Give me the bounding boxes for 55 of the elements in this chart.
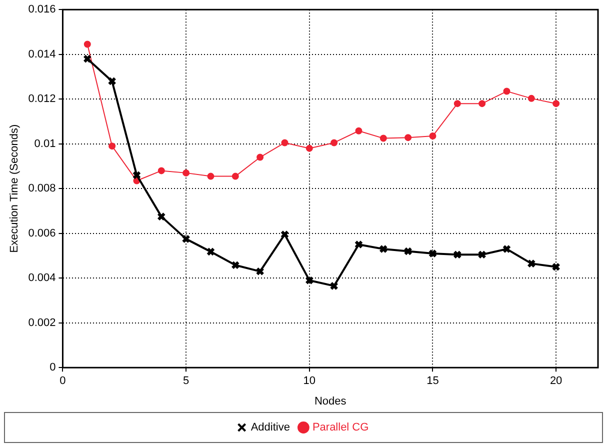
point <box>404 134 412 142</box>
y-axis-title: Execution Time (Seconds) <box>8 124 21 253</box>
x-tick-label: 20 <box>550 375 562 388</box>
point <box>108 142 116 150</box>
point <box>84 40 91 48</box>
point <box>132 170 142 180</box>
y-tick-label: 0.002 <box>28 316 56 329</box>
y-tick-label: 0.016 <box>28 4 56 16</box>
y-tick-label: 0.008 <box>28 182 56 195</box>
point <box>207 172 214 180</box>
y-tick-label: 0 <box>50 362 56 374</box>
y-tick-label: 0.004 <box>28 272 56 284</box>
point <box>454 100 461 108</box>
point <box>280 230 290 239</box>
point <box>503 88 510 95</box>
point <box>428 249 438 258</box>
point <box>158 167 165 174</box>
point <box>478 100 486 108</box>
point <box>552 100 560 108</box>
point <box>157 212 166 221</box>
point <box>404 246 412 256</box>
point <box>528 94 535 102</box>
x-tick-label: 10 <box>303 375 316 388</box>
point <box>502 244 512 254</box>
point <box>305 276 314 285</box>
point <box>478 250 486 259</box>
point <box>182 169 190 176</box>
y-tick-label: 0.014 <box>28 48 56 60</box>
point <box>330 139 338 146</box>
point <box>379 244 388 254</box>
point <box>306 144 313 152</box>
point <box>232 172 239 180</box>
x-axis-title: Nodes <box>314 395 347 408</box>
point <box>453 250 462 259</box>
point <box>527 259 536 268</box>
point <box>380 134 387 142</box>
point <box>182 234 190 244</box>
point <box>206 247 216 256</box>
x-tick-label: 15 <box>426 375 439 388</box>
legend-label: Additive <box>250 422 290 434</box>
legend-label: Parallel CG <box>312 422 369 434</box>
point <box>108 76 116 86</box>
point <box>256 267 264 276</box>
point <box>330 282 338 290</box>
x-tick-label: 0 <box>60 375 66 388</box>
y-tick-label: 0.006 <box>28 227 56 240</box>
point <box>281 139 288 146</box>
y-tick-label: 0.01 <box>34 138 56 150</box>
y-tick-label: 0.012 <box>28 93 56 106</box>
x-tick-label: 5 <box>183 375 190 388</box>
point <box>429 132 436 140</box>
point <box>355 127 362 134</box>
point <box>256 154 264 161</box>
point <box>354 240 364 249</box>
point <box>231 260 240 270</box>
